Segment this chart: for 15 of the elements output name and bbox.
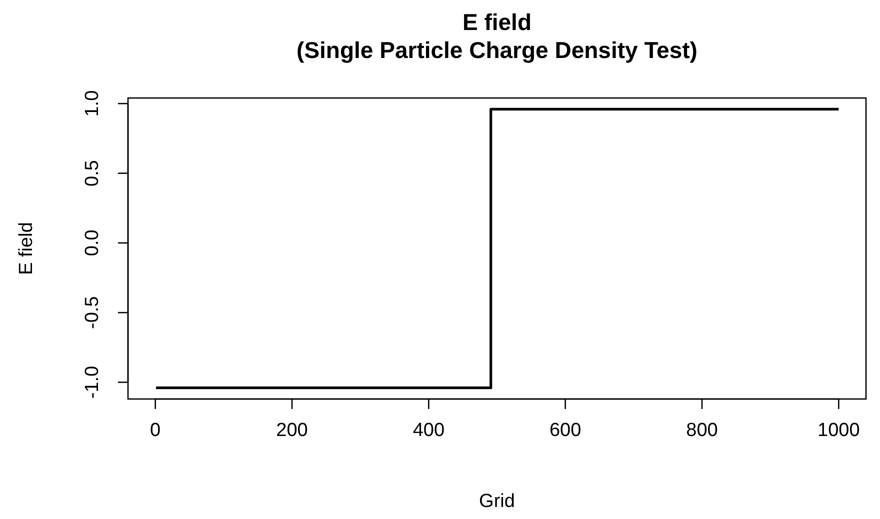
x-tick-label: 800: [686, 420, 718, 441]
chart-title: E field: [462, 9, 532, 35]
y-tick-label: -0.5: [82, 296, 103, 329]
y-axis-title: E field: [16, 222, 37, 275]
chart-subtitle: (Single Particle Charge Density Test): [296, 37, 698, 63]
x-axis-title: Grid: [479, 491, 515, 512]
y-tick-label: -1.0: [82, 366, 103, 399]
y-tick-label: 0.0: [82, 230, 103, 256]
y-tick-label: 1.0: [82, 90, 103, 117]
x-tick-label: 400: [412, 420, 445, 441]
x-tick-label: 200: [276, 420, 308, 441]
x-tick-label: 600: [549, 420, 582, 441]
x-tick-label: 0: [150, 420, 161, 441]
y-tick-label: 0.5: [82, 160, 103, 186]
x-tick-label: 1000: [818, 420, 860, 441]
